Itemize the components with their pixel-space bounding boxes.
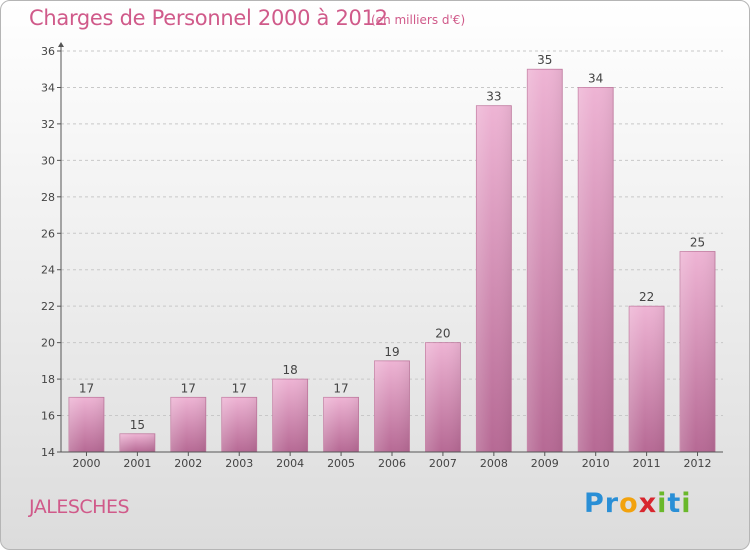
y-axis-arrow xyxy=(58,42,64,47)
x-tick-label: 2000 xyxy=(72,457,100,470)
x-tick-label: 2011 xyxy=(633,457,661,470)
x-tick-label: 2006 xyxy=(378,457,406,470)
bar-shine xyxy=(680,251,716,452)
x-tick-label: 2008 xyxy=(480,457,508,470)
bar-value-label: 17 xyxy=(181,381,196,395)
bar-shine xyxy=(476,105,512,452)
bar-shine xyxy=(578,87,614,453)
x-tick-label: 2001 xyxy=(123,457,151,470)
y-tick-label: 24 xyxy=(41,264,55,277)
bar-value-label: 19 xyxy=(384,345,399,359)
y-tick-label: 28 xyxy=(41,191,55,204)
bar-shine xyxy=(425,342,461,452)
bar-value-label: 15 xyxy=(130,418,145,432)
bar-value-label: 25 xyxy=(690,236,705,250)
y-tick-label: 16 xyxy=(41,410,55,423)
y-tick-label: 20 xyxy=(41,337,55,350)
x-tick-label: 2012 xyxy=(684,457,712,470)
x-tick-label: 2004 xyxy=(276,457,304,470)
logo-letter: o xyxy=(619,488,639,519)
x-tick-label: 2009 xyxy=(531,457,559,470)
logo-letter: i xyxy=(657,488,668,519)
bar-shine xyxy=(221,397,257,452)
logo-letter: x xyxy=(638,488,658,519)
commune-name: JALESCHES xyxy=(29,496,130,518)
logo-letter: r xyxy=(604,488,620,519)
y-tick-label: 22 xyxy=(41,300,55,313)
chart-title: Charges de Personnel 2000 à 2012 xyxy=(29,6,388,30)
logo-letter: P xyxy=(584,488,605,519)
x-tick-label: 2005 xyxy=(327,457,355,470)
y-tick-label: 18 xyxy=(41,373,55,386)
bar-shine xyxy=(170,397,206,452)
bar-shine xyxy=(272,379,308,452)
bar-value-label: 17 xyxy=(79,381,94,395)
x-tick-label: 2002 xyxy=(174,457,202,470)
y-tick-label: 34 xyxy=(41,81,55,94)
y-tick-label: 14 xyxy=(41,446,55,459)
bar-value-label: 35 xyxy=(537,53,552,67)
bar-value-label: 22 xyxy=(639,290,654,304)
y-tick-label: 26 xyxy=(41,227,55,240)
y-tick-label: 32 xyxy=(41,118,55,131)
x-tick-label: 2010 xyxy=(582,457,610,470)
x-tick-label: 2007 xyxy=(429,457,457,470)
bar-shine xyxy=(629,306,665,452)
bar-value-label: 33 xyxy=(486,90,501,104)
bar-shine xyxy=(119,433,155,452)
bars xyxy=(68,68,716,453)
bar-shine xyxy=(527,69,563,453)
logo-letter: t xyxy=(667,488,682,519)
bar-value-label: 18 xyxy=(283,363,298,377)
bar-value-label: 20 xyxy=(435,327,450,341)
axes xyxy=(57,42,723,456)
y-tick-label: 30 xyxy=(41,154,55,167)
proxiti-logo: Proxiti xyxy=(584,488,692,519)
bar-shine xyxy=(323,397,359,452)
logo-letter: i xyxy=(681,488,692,519)
labels: 14 16 18 20 22 24 26 28 30 32 34 36 17 2000 15 2001 17 20… xyxy=(41,45,712,470)
chart-subtitle: (en milliers d'€) xyxy=(371,13,466,27)
bar-shine xyxy=(68,397,104,452)
bar-value-label: 17 xyxy=(232,381,247,395)
y-tick-label: 36 xyxy=(41,45,55,58)
x-tick-label: 2003 xyxy=(225,457,253,470)
bar-value-label: 34 xyxy=(588,71,603,85)
bar-shine xyxy=(374,360,410,452)
bar-value-label: 17 xyxy=(333,381,348,395)
